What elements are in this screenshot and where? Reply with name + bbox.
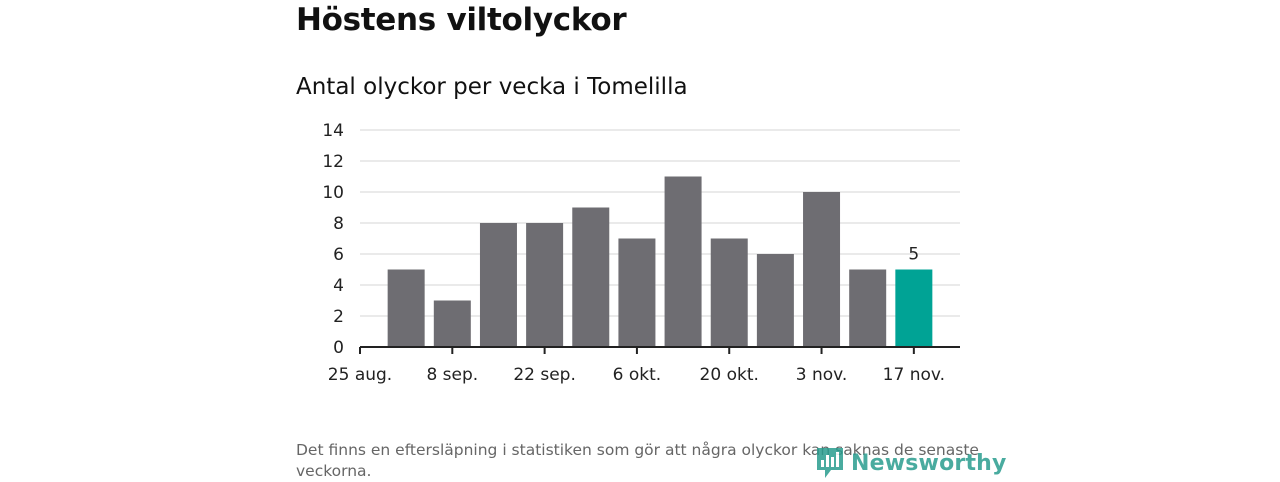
- x-tick-label: 8 sep.: [426, 365, 478, 385]
- newsworthy-logo-text: Newsworthy: [851, 450, 1007, 476]
- y-tick-label: 6: [333, 245, 344, 265]
- bar-highlight: [895, 269, 933, 347]
- chart-subtitle: Antal olyckor per vecka i Tomelilla: [296, 74, 688, 100]
- newsworthy-logo-icon: [817, 448, 843, 478]
- chart-title: Höstens viltolyckor: [296, 2, 627, 38]
- x-tick-label: 3 nov.: [796, 365, 848, 385]
- bar: [710, 238, 748, 347]
- bar: [803, 192, 841, 347]
- x-tick-label: 20 okt.: [700, 365, 759, 385]
- y-tick-label: 12: [322, 152, 344, 172]
- bar: [572, 207, 610, 347]
- bar: [756, 254, 794, 347]
- y-tick-label: 8: [333, 214, 344, 234]
- footnote: Det finns en eftersläpning i statistiken…: [296, 441, 979, 480]
- x-tick-label: 22 sep.: [513, 365, 576, 385]
- x-tick-label: 6 okt.: [613, 365, 662, 385]
- x-tick-label: 25 aug.: [328, 365, 392, 385]
- bar: [664, 176, 702, 347]
- y-tick-label: 2: [333, 307, 344, 327]
- x-tick-label: 17 nov.: [883, 365, 945, 385]
- y-tick-label: 0: [333, 338, 344, 358]
- bar: [387, 269, 425, 347]
- bar: [526, 223, 564, 347]
- newsworthy-logo: Newsworthy: [815, 446, 1007, 480]
- y-tick-label: 10: [322, 183, 344, 203]
- y-tick-label: 14: [322, 121, 344, 141]
- bar-chart: 0 2 4 6 8 10 12 14 5 25 aug. 8 sep. 22 sep. 6 okt. 20…: [322, 121, 960, 385]
- y-tick-label: 4: [333, 276, 344, 296]
- data-label: 5: [908, 245, 919, 265]
- bar: [849, 269, 887, 347]
- bar: [433, 300, 471, 347]
- bar: [618, 238, 656, 347]
- bar: [479, 223, 517, 347]
